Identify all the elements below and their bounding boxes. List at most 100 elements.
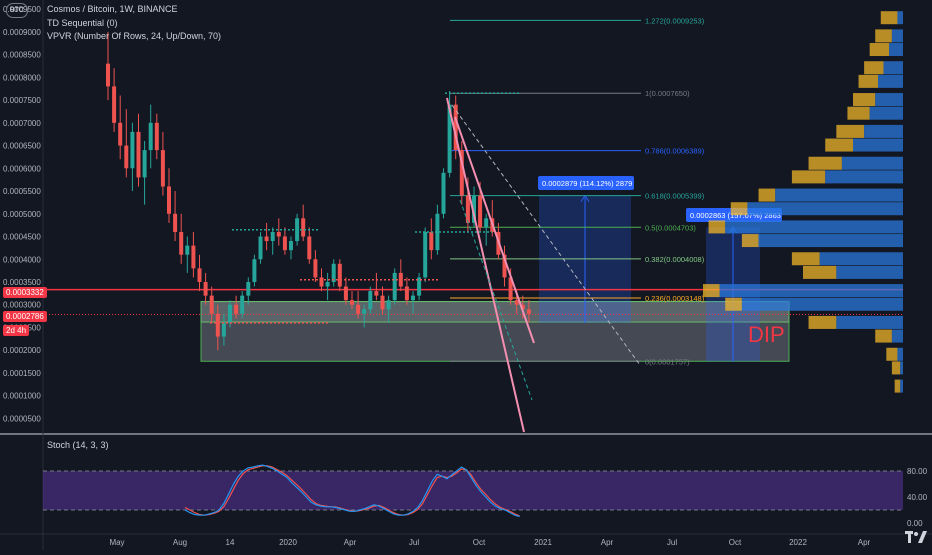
candle-body [337, 263, 342, 287]
support-zone-box [200, 301, 790, 362]
trendline-pink-steep [446, 97, 525, 433]
vpvr-bar-up [891, 29, 903, 43]
indicator-td-sequential[interactable]: TD Sequential (0) [47, 18, 118, 28]
y-tick-label: 0.0009000 [3, 28, 41, 37]
candle-body [307, 236, 312, 260]
fib-level-label: 0(0.0001757) [645, 357, 690, 366]
indicator-vpvr[interactable]: VPVR (Number Of Rows, 24, Up/Down, 70) [47, 31, 222, 41]
vpvr-bar-up [900, 361, 903, 375]
vpvr-bar-up [883, 61, 903, 75]
candle-body [465, 195, 470, 223]
y-tick-label: 0.0001500 [3, 369, 41, 378]
y-tick-label: 0.0003500 [3, 278, 41, 287]
candle-body [301, 218, 306, 237]
vpvr-bar-down [875, 329, 892, 343]
x-tick-label: 2022 [789, 538, 807, 547]
bar-countdown-tag: 2d 4h [3, 325, 30, 336]
candle-body [112, 86, 117, 123]
candle-body [209, 295, 214, 314]
x-tick-label: Apr [858, 538, 871, 547]
tradingview-logo-icon [905, 529, 927, 545]
candle-body [343, 286, 348, 301]
candle-body [319, 277, 324, 287]
vpvr-bar-down [886, 347, 898, 361]
stoch-indicator-label[interactable]: Stoch (14, 3, 3) [47, 440, 109, 450]
vpvr-bar-up [853, 138, 903, 152]
candle-body [441, 172, 446, 214]
candle-body [331, 263, 336, 282]
x-tick-label: May [109, 538, 124, 547]
candle-body [264, 236, 269, 242]
y-tick-label: 0.0005500 [3, 187, 41, 196]
candle-body [173, 213, 178, 232]
vpvr-bar-up [825, 170, 903, 184]
fib-level-label: 0.236(0.0003148) [645, 294, 705, 303]
vpvr-bar-up [875, 93, 903, 107]
vpvr-bar-down [791, 252, 820, 266]
candle-body [362, 309, 367, 314]
vpvr-bar-down [894, 379, 901, 393]
candle-body [276, 231, 281, 237]
vpvr-bar-down [808, 315, 837, 329]
vpvr-bar-up [900, 379, 903, 393]
x-tick-label: 14 [226, 538, 235, 547]
candle-body [484, 218, 489, 228]
y-tick-label: 0.0007500 [3, 96, 41, 105]
vpvr-bar-up [864, 124, 903, 138]
vpvr-bar-down [808, 156, 842, 170]
candle-body [142, 150, 147, 178]
candle-body [404, 286, 409, 301]
vpvr-bar-up [836, 315, 903, 329]
vpvr-bar-up [897, 347, 903, 361]
candle-body [130, 131, 135, 169]
x-tick-label: Apr [601, 538, 614, 547]
vpvr-bar-down [703, 284, 720, 298]
y-tick-label: 0.0008500 [3, 51, 41, 60]
candle-body [459, 150, 464, 196]
trendline-dashed-teal [459, 199, 533, 401]
trendline-dashed-grey [451, 104, 641, 366]
candle-body [221, 322, 226, 337]
vpvr-bar-down [725, 297, 742, 311]
candle-body [350, 300, 354, 305]
candle-body [203, 281, 208, 296]
vpvr-bar-up [836, 265, 903, 279]
fib-level-label: 1.272(0.0009253) [645, 16, 705, 25]
y-tick-label: 0.0007000 [3, 119, 41, 128]
stoch-tick-label: 80.00 [907, 467, 928, 476]
candle-body [453, 104, 458, 151]
candle-body [520, 304, 525, 310]
fib-level-label: 0.618(0.0005399) [645, 192, 705, 201]
candle-body [289, 241, 293, 251]
measure-label-1-bg [538, 176, 634, 190]
x-tick-label: 2020 [279, 538, 297, 547]
candle-body [167, 186, 171, 214]
candle-body [417, 277, 422, 296]
chart-title: Cosmos / Bitcoin, 1W, BINANCE [47, 4, 178, 14]
vpvr-bar-down [836, 124, 865, 138]
y-tick-label: 0.0000500 [3, 414, 41, 423]
candle-body [392, 272, 397, 301]
candle-body [179, 231, 184, 255]
vpvr-bar-up [897, 11, 903, 25]
vpvr-bar-up [775, 188, 903, 202]
candle-body [325, 281, 330, 287]
vpvr-bar-down [847, 106, 870, 120]
trendline-pink-upper [454, 116, 535, 344]
candle-body [356, 304, 361, 314]
vpvr-bar-down [741, 234, 759, 248]
candle-body [270, 231, 275, 242]
stoch-k-line [184, 464, 520, 518]
vpvr-bar-down [730, 202, 748, 216]
vpvr-bar-down [869, 43, 890, 57]
vpvr-bar-up [819, 252, 903, 266]
candle-body [246, 281, 251, 296]
vpvr-bar-down [858, 74, 878, 88]
y-tick-label: 0.0003000 [3, 301, 41, 310]
vpvr-bar-up [758, 234, 903, 248]
symbol-badge[interactable]: BTC [6, 3, 28, 18]
candle-body [197, 268, 202, 282]
y-tick-label: 0.0005000 [3, 210, 41, 219]
